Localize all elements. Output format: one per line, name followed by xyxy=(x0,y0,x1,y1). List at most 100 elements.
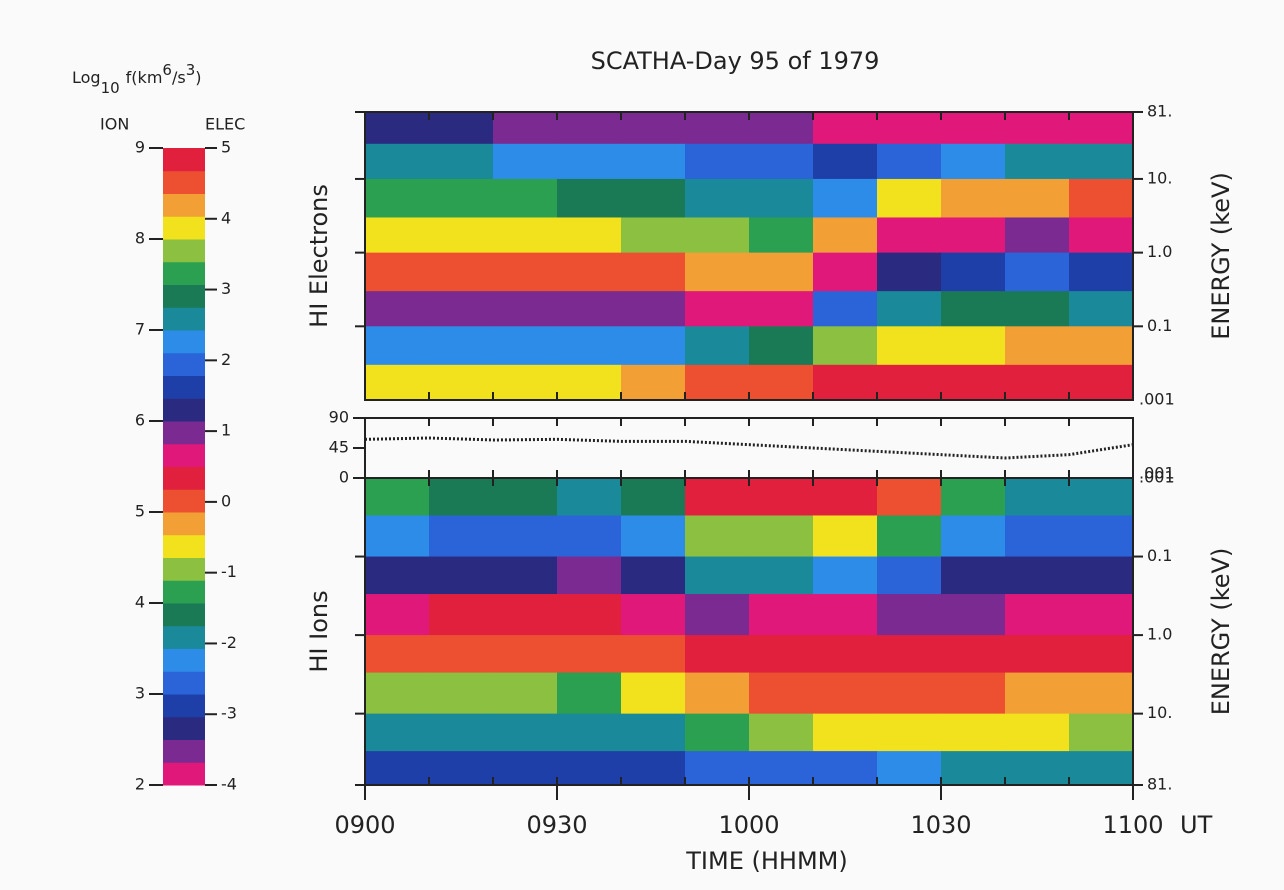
cell xyxy=(621,364,686,401)
cell xyxy=(685,252,750,292)
cell xyxy=(429,751,494,786)
cell xyxy=(941,672,1006,715)
panel-label: HI Electrons xyxy=(305,184,333,328)
colorbar-band xyxy=(163,603,205,627)
y-axis-title: ENERGY (keV) xyxy=(1207,548,1235,716)
y-tick-label: 81. xyxy=(1147,102,1172,121)
cell xyxy=(429,326,494,366)
cell xyxy=(429,178,494,218)
y-axis-title: ENERGY (keV) xyxy=(1207,172,1235,340)
cell xyxy=(877,672,942,715)
cell xyxy=(1005,178,1070,218)
cell xyxy=(429,672,494,715)
cell xyxy=(557,556,622,595)
colorbar-band xyxy=(163,534,205,558)
cell xyxy=(1069,112,1134,145)
colorbar-band xyxy=(163,557,205,581)
cell xyxy=(429,252,494,292)
cell xyxy=(749,635,814,674)
cell xyxy=(685,291,750,327)
cell xyxy=(1069,252,1134,292)
cell xyxy=(365,594,430,636)
cell xyxy=(877,556,942,595)
colorbar-band xyxy=(163,261,205,285)
edge-label: .001 xyxy=(1139,464,1175,483)
cell xyxy=(1005,594,1070,636)
colorbar-band xyxy=(163,307,205,331)
cell xyxy=(365,143,430,180)
cell xyxy=(365,326,430,366)
elec-tick-label: 3 xyxy=(221,279,231,298)
cell xyxy=(941,326,1006,366)
cell xyxy=(493,478,558,516)
cell xyxy=(621,178,686,218)
x-axis-title: TIME (HHMM) xyxy=(685,847,847,875)
cell xyxy=(493,252,558,292)
elec-tick-label: 0 xyxy=(221,491,231,510)
colorbar-band xyxy=(163,148,205,172)
cell xyxy=(1005,112,1070,145)
cell xyxy=(621,326,686,366)
cell xyxy=(365,556,430,595)
colorbar-band xyxy=(163,375,205,399)
cell xyxy=(365,515,430,558)
cell xyxy=(429,556,494,595)
colorbar-band xyxy=(163,648,205,672)
cell xyxy=(685,515,750,558)
colorbar-band xyxy=(163,716,205,740)
cell xyxy=(493,178,558,218)
cell xyxy=(877,364,942,401)
cell xyxy=(557,751,622,786)
colorbar-band xyxy=(163,170,205,194)
colorbar-band xyxy=(163,466,205,490)
cell xyxy=(941,217,1006,254)
cell xyxy=(877,635,942,674)
cell xyxy=(941,478,1006,516)
cell xyxy=(813,751,878,786)
panel-frame xyxy=(364,417,1134,479)
cell xyxy=(685,112,750,145)
cell xyxy=(877,594,942,636)
cell xyxy=(685,143,750,180)
colorbar-band xyxy=(163,239,205,263)
cell xyxy=(1005,478,1070,516)
x-unit: UT xyxy=(1180,811,1213,839)
cell xyxy=(1005,635,1070,674)
cell xyxy=(365,713,430,752)
cell xyxy=(1069,291,1134,327)
elec-tick-label: 5 xyxy=(221,138,231,157)
x-tick-label: 0900 xyxy=(334,811,395,839)
cell xyxy=(685,326,750,366)
panel-label: HI Ions xyxy=(305,590,333,672)
label-part: 6 xyxy=(162,61,172,79)
cell xyxy=(685,217,750,254)
cell xyxy=(941,635,1006,674)
cell xyxy=(557,713,622,752)
cell xyxy=(1069,672,1134,715)
cell xyxy=(941,594,1006,636)
cell xyxy=(557,252,622,292)
cell xyxy=(557,364,622,401)
cell xyxy=(429,364,494,401)
cell xyxy=(749,252,814,292)
ion-tick-label: 6 xyxy=(135,411,145,430)
cell xyxy=(941,143,1006,180)
cell xyxy=(1069,751,1134,786)
cell xyxy=(1005,672,1070,715)
y-tick-label: 45 xyxy=(329,438,349,457)
y-tick-label: 81. xyxy=(1147,775,1172,794)
cell xyxy=(941,751,1006,786)
elec-tick-label: 1 xyxy=(221,421,231,440)
cell xyxy=(621,672,686,715)
cell xyxy=(621,635,686,674)
cell xyxy=(621,751,686,786)
ion-tick-label: 5 xyxy=(135,502,145,521)
cell xyxy=(941,515,1006,558)
cell xyxy=(813,713,878,752)
cell xyxy=(1069,217,1134,254)
label-part: ) xyxy=(195,68,201,87)
cell xyxy=(685,364,750,401)
y-tick-label: 1.0 xyxy=(1147,625,1172,644)
y-tick-label: 0 xyxy=(339,468,349,487)
cell xyxy=(365,178,430,218)
